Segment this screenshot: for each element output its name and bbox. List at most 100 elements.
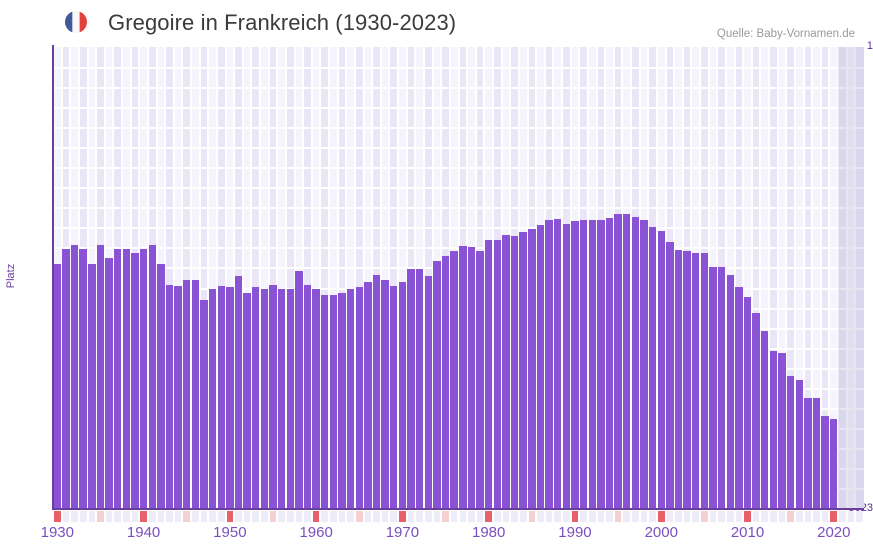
y-axis-title-label: Platz [5, 263, 17, 289]
bar[interactable] [519, 232, 527, 508]
bar[interactable] [614, 213, 622, 508]
bar[interactable] [484, 239, 493, 508]
bar[interactable] [683, 250, 691, 508]
bar[interactable] [174, 285, 182, 508]
bar[interactable] [743, 296, 752, 508]
bar[interactable] [493, 239, 502, 508]
bar[interactable] [295, 270, 303, 508]
x-tick-minor [563, 511, 570, 522]
vertical-gridline [802, 47, 805, 508]
bar[interactable] [355, 287, 363, 508]
bar[interactable] [528, 228, 536, 508]
bar[interactable] [631, 216, 640, 508]
bar[interactable] [717, 267, 726, 508]
bar[interactable] [545, 220, 553, 508]
bar[interactable] [53, 264, 61, 508]
bar[interactable] [571, 221, 579, 508]
bar[interactable] [648, 226, 657, 508]
bar[interactable] [510, 236, 519, 508]
bar[interactable] [208, 289, 217, 508]
vertical-gridline [483, 47, 486, 508]
bar[interactable] [786, 376, 795, 508]
bar[interactable] [88, 264, 96, 508]
bar[interactable] [579, 219, 588, 508]
bar[interactable] [588, 220, 596, 508]
bar[interactable] [346, 289, 355, 508]
bar[interactable] [252, 287, 260, 508]
bar[interactable] [441, 256, 450, 508]
bar[interactable] [778, 352, 786, 508]
bar[interactable] [390, 285, 398, 508]
bar[interactable] [597, 219, 605, 508]
bar[interactable] [148, 245, 156, 508]
bar[interactable] [372, 274, 381, 508]
bar[interactable] [562, 224, 571, 508]
bar[interactable] [424, 276, 432, 508]
bar[interactable] [700, 253, 709, 508]
bar[interactable] [709, 267, 717, 508]
bar[interactable] [467, 247, 476, 508]
bar[interactable] [165, 284, 174, 508]
bar[interactable] [812, 397, 821, 508]
bar[interactable] [830, 418, 838, 508]
bar[interactable] [752, 313, 760, 508]
bar[interactable] [433, 260, 441, 508]
bar[interactable] [554, 218, 562, 508]
bar[interactable] [674, 249, 683, 508]
bar[interactable] [329, 294, 338, 508]
bar[interactable] [726, 274, 734, 508]
bar[interactable] [70, 245, 79, 508]
bar[interactable] [200, 300, 208, 508]
bar[interactable] [96, 245, 105, 508]
bar[interactable] [113, 248, 122, 508]
bar[interactable] [243, 292, 251, 508]
bar[interactable] [303, 284, 312, 508]
bar[interactable] [312, 289, 320, 508]
bar[interactable] [157, 264, 165, 508]
x-tick-minor [726, 511, 734, 522]
bar[interactable] [398, 281, 407, 508]
bar[interactable] [666, 242, 674, 508]
bar[interactable] [122, 248, 131, 508]
vertical-gridline [535, 47, 538, 508]
bar[interactable] [450, 250, 458, 508]
bar[interactable] [105, 258, 113, 508]
bar[interactable] [502, 235, 510, 508]
bar[interactable] [234, 276, 243, 508]
bar[interactable] [217, 285, 225, 508]
bar[interactable] [623, 213, 631, 508]
bar[interactable] [381, 280, 389, 508]
bar[interactable] [226, 287, 234, 508]
bar[interactable] [761, 330, 769, 508]
bar[interactable] [692, 253, 700, 508]
bar[interactable] [536, 225, 545, 508]
bar[interactable] [476, 250, 484, 508]
bar[interactable] [321, 294, 329, 508]
bar[interactable] [62, 248, 70, 508]
bar[interactable] [657, 230, 665, 508]
bar[interactable] [795, 380, 803, 508]
bar[interactable] [804, 397, 812, 508]
horizontal-gridline [53, 127, 864, 129]
bar[interactable] [769, 350, 778, 508]
bar[interactable] [605, 217, 614, 508]
bar[interactable] [260, 289, 269, 508]
bar[interactable] [338, 292, 346, 508]
bar[interactable] [407, 269, 415, 508]
bar[interactable] [286, 289, 294, 508]
bar[interactable] [640, 219, 648, 508]
bar[interactable] [735, 287, 743, 508]
vertical-gridline [440, 47, 443, 508]
bar[interactable] [821, 415, 829, 508]
bar[interactable] [277, 289, 286, 508]
bar[interactable] [364, 281, 372, 508]
bar[interactable] [79, 248, 87, 508]
bar[interactable] [191, 280, 200, 508]
x-tick-minor [243, 511, 251, 522]
bar[interactable] [139, 248, 148, 508]
bar[interactable] [269, 284, 277, 508]
bar[interactable] [459, 246, 467, 508]
bar[interactable] [131, 253, 139, 508]
bar[interactable] [415, 269, 424, 508]
bar[interactable] [183, 280, 191, 508]
